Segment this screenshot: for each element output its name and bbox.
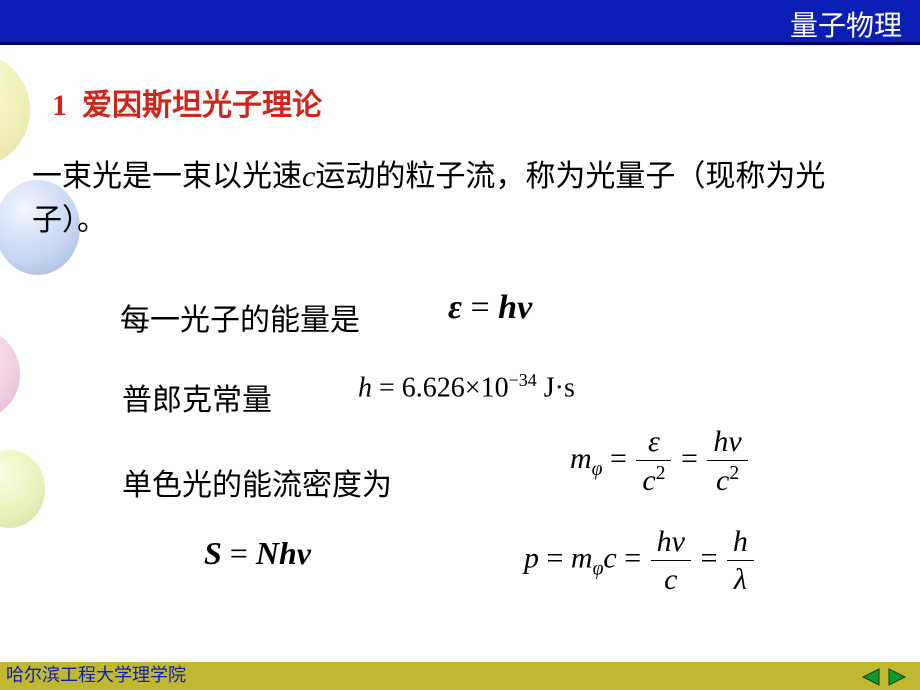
mass-eq1: = [610,442,634,475]
footer-bar: 哈尔滨工程大学理学院 [0,662,920,690]
flux-h: h [279,535,297,571]
equation-flux: S = Nhν [204,535,311,572]
mass-m: m [570,442,592,475]
flux-label: 单色光的能流密度为 [122,460,392,504]
mom-frac2: h λ [727,525,754,596]
section-heading: 1 爱因斯坦光子理论 [52,80,322,124]
mom-frac1: hν c [651,525,691,596]
mass-phi: φ [592,459,603,480]
planck-eq: = [372,372,402,403]
mom-m: m [571,541,593,574]
eq-equals: = [462,289,498,326]
mom-eq3: = [700,541,724,574]
planck-h: h [358,372,372,403]
eq-epsilon: ε [448,289,462,326]
flux-nu: ν [297,535,311,571]
planck-label: 普郎克常量 [122,375,272,419]
planck-val: 6.626 [402,372,465,403]
flux-S: S [204,535,222,571]
mass-frac2: hν c2 [707,425,747,497]
flux-eq: = [222,535,256,571]
mom-eq2: = [624,541,648,574]
prev-slide-button[interactable] [858,666,882,688]
para1-prefix: 一束光是一束以光速 [32,160,302,193]
var-c: c [302,160,315,193]
intro-paragraph: 一束光是一束以光速c运动的粒子流，称为光量子（现称为光子）。 [32,155,852,242]
section-number: 1 [52,89,67,122]
mom-p: p [524,541,539,574]
planck-exp: −34 [509,370,537,390]
planck-times: × [465,372,481,403]
header-underline [0,42,920,45]
footer-text: 哈尔滨工程大学理学院 [6,661,186,687]
equation-mass: mφ = ε c2 = hν c2 [570,425,750,497]
triangle-right-icon [887,667,909,687]
triangle-left-icon [859,667,881,687]
planck-unit: J·s [537,372,575,403]
planck-ten: 10 [481,372,509,403]
section-title-text: 爱因斯坦光子理论 [82,89,322,122]
mom-eq1: = [547,541,571,574]
mass-eq2: = [681,442,705,475]
mom-c1: c [603,541,616,574]
mass-frac1: ε c2 [636,425,671,497]
eq-nu: ν [517,289,532,326]
flux-N: N [256,535,279,571]
nav-arrows [858,666,910,688]
eq-h: h [498,289,517,326]
slide-content: 1 爱因斯坦光子理论 一束光是一束以光速c运动的粒子流，称为光量子（现称为光子）… [0,45,920,661]
mom-phi: φ [593,558,604,579]
header-bar [0,0,920,42]
photon-energy-label: 每一光子的能量是 [120,295,360,339]
equation-photon-energy: ε = hν [448,289,532,327]
header-title: 量子物理 [790,4,902,44]
next-slide-button[interactable] [886,666,910,688]
equation-planck-constant: h = 6.626×10−34 J·s [358,370,575,404]
equation-momentum: p = mφc = hν c = h λ [524,525,756,596]
